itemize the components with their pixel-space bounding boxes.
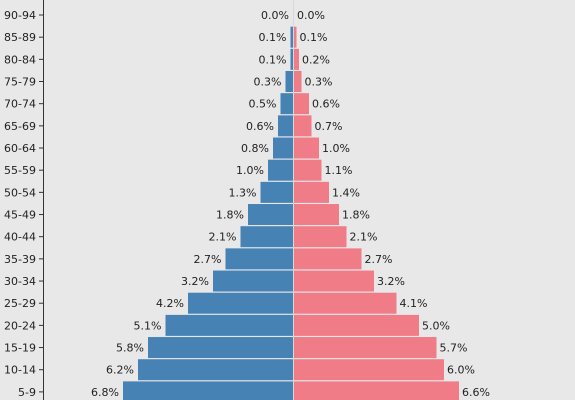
data-labels-group: 0.0% 0.0% 0.1% 0.1% 0.1% 0.2% 0.3% 0.3% 0.5% 0.6%… xyxy=(91,9,490,399)
bar-right xyxy=(294,115,312,137)
bar-right xyxy=(294,359,444,381)
data-label-right: 6.6% xyxy=(462,386,490,399)
y-axis-ticks: 90-94 85-89 80-84 75-79 70-74 65-69 60-64 55-59… xyxy=(4,9,44,399)
y-tick-label: 55-59 xyxy=(4,164,36,177)
data-label-right: 0.6% xyxy=(312,98,340,111)
bar-left xyxy=(290,48,293,70)
data-label-right: 0.2% xyxy=(302,53,330,66)
bar-right xyxy=(294,26,297,48)
bar-left xyxy=(280,93,293,115)
bar-right xyxy=(294,381,459,400)
data-label-right: 2.7% xyxy=(365,253,393,266)
bars-group xyxy=(123,26,459,400)
bar-left xyxy=(188,292,293,314)
data-label-right: 0.1% xyxy=(300,31,328,44)
y-tick-label: 30-34 xyxy=(4,275,36,288)
data-label-left: 0.5% xyxy=(249,98,277,111)
data-label-left: 6.8% xyxy=(91,386,119,399)
bar-right xyxy=(294,270,374,292)
y-tick-label: 60-64 xyxy=(4,142,36,155)
bar-right xyxy=(294,137,319,159)
data-label-right: 1.4% xyxy=(332,186,360,199)
y-tick-label: 65-69 xyxy=(4,120,36,133)
bar-left xyxy=(278,115,293,137)
data-label-left: 4.2% xyxy=(156,297,184,310)
data-label-left: 1.8% xyxy=(216,209,244,222)
bar-left xyxy=(240,226,293,248)
data-label-right: 1.8% xyxy=(342,209,370,222)
y-tick-label: 40-44 xyxy=(4,231,36,244)
data-label-left: 0.0% xyxy=(261,9,289,22)
bar-left xyxy=(290,26,293,48)
y-tick-label: 80-84 xyxy=(4,53,36,66)
bar-left xyxy=(248,204,293,226)
bar-right xyxy=(294,226,347,248)
data-label-left: 0.6% xyxy=(246,120,274,133)
y-tick-label: 50-54 xyxy=(4,186,36,199)
y-tick-label: 85-89 xyxy=(4,31,36,44)
data-label-right: 5.7% xyxy=(440,342,468,355)
y-tick-label: 90-94 xyxy=(4,9,36,22)
bar-right xyxy=(294,48,299,70)
bar-left xyxy=(285,71,293,93)
data-label-right: 2.1% xyxy=(350,231,378,244)
bar-left xyxy=(273,137,293,159)
bar-right xyxy=(294,248,362,270)
y-tick-label: 5-9 xyxy=(18,386,36,399)
bar-right xyxy=(294,204,339,226)
data-label-left: 0.1% xyxy=(259,53,287,66)
bar-left xyxy=(268,159,293,181)
bar-right xyxy=(294,292,397,314)
data-label-right: 6.0% xyxy=(447,364,475,377)
data-label-left: 5.1% xyxy=(134,319,162,332)
y-tick-label: 75-79 xyxy=(4,76,36,89)
data-label-right: 0.3% xyxy=(305,76,333,89)
bar-right xyxy=(294,337,437,359)
data-label-left: 2.1% xyxy=(209,231,237,244)
y-tick-label: 70-74 xyxy=(4,98,36,111)
bar-left xyxy=(213,270,293,292)
bar-left xyxy=(148,337,293,359)
y-tick-label: 10-14 xyxy=(4,364,36,377)
data-label-right: 3.2% xyxy=(377,275,405,288)
data-label-right: 0.0% xyxy=(297,9,325,22)
data-label-right: 5.0% xyxy=(422,319,450,332)
data-label-left: 0.8% xyxy=(241,142,269,155)
data-label-right: 4.1% xyxy=(400,297,428,310)
data-label-left: 6.2% xyxy=(106,364,134,377)
bar-left xyxy=(225,248,293,270)
bar-right xyxy=(294,181,329,203)
data-label-right: 1.0% xyxy=(322,142,350,155)
data-label-right: 0.7% xyxy=(315,120,343,133)
data-label-left: 3.2% xyxy=(181,275,209,288)
data-label-left: 2.7% xyxy=(194,253,222,266)
y-tick-label: 45-49 xyxy=(4,209,36,222)
bar-right xyxy=(294,93,309,115)
data-label-right: 1.1% xyxy=(325,164,353,177)
data-label-left: 0.1% xyxy=(259,31,287,44)
data-label-left: 1.0% xyxy=(236,164,264,177)
bar-right xyxy=(294,71,302,93)
y-tick-label: 15-19 xyxy=(4,342,36,355)
bar-left xyxy=(138,359,293,381)
bar-left xyxy=(260,181,293,203)
y-tick-label: 20-24 xyxy=(4,319,36,332)
y-tick-label: 35-39 xyxy=(4,253,36,266)
bar-left xyxy=(123,381,293,400)
bar-right xyxy=(294,159,322,181)
data-label-left: 5.8% xyxy=(116,342,144,355)
bar-right xyxy=(294,314,419,336)
data-label-left: 0.3% xyxy=(254,76,282,89)
y-tick-label: 25-29 xyxy=(4,297,36,310)
bar-left xyxy=(165,314,293,336)
data-label-left: 1.3% xyxy=(229,186,257,199)
